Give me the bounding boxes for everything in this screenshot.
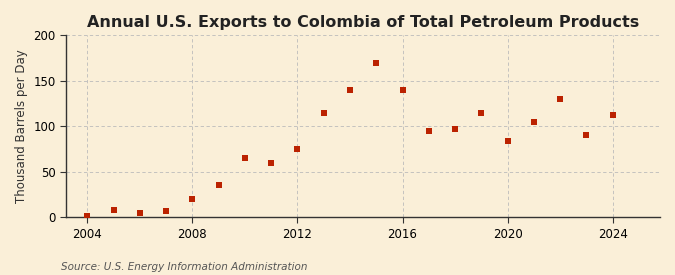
Point [319, 111, 329, 115]
Point [266, 161, 277, 165]
Point [555, 97, 566, 101]
Point [82, 213, 92, 218]
Y-axis label: Thousand Barrels per Day: Thousand Barrels per Day [15, 50, 28, 203]
Point [187, 197, 198, 201]
Point [450, 127, 460, 131]
Point [423, 129, 434, 133]
Point [161, 209, 171, 213]
Point [213, 183, 224, 188]
Point [344, 88, 355, 92]
Point [529, 120, 539, 124]
Point [397, 88, 408, 92]
Point [502, 139, 513, 143]
Point [371, 60, 381, 65]
Point [476, 111, 487, 115]
Point [581, 133, 592, 138]
Text: Source: U.S. Energy Information Administration: Source: U.S. Energy Information Administ… [61, 262, 307, 272]
Point [292, 147, 303, 151]
Point [608, 112, 618, 117]
Point [240, 156, 250, 160]
Title: Annual U.S. Exports to Colombia of Total Petroleum Products: Annual U.S. Exports to Colombia of Total… [87, 15, 639, 30]
Point [108, 208, 119, 212]
Point [134, 211, 145, 215]
